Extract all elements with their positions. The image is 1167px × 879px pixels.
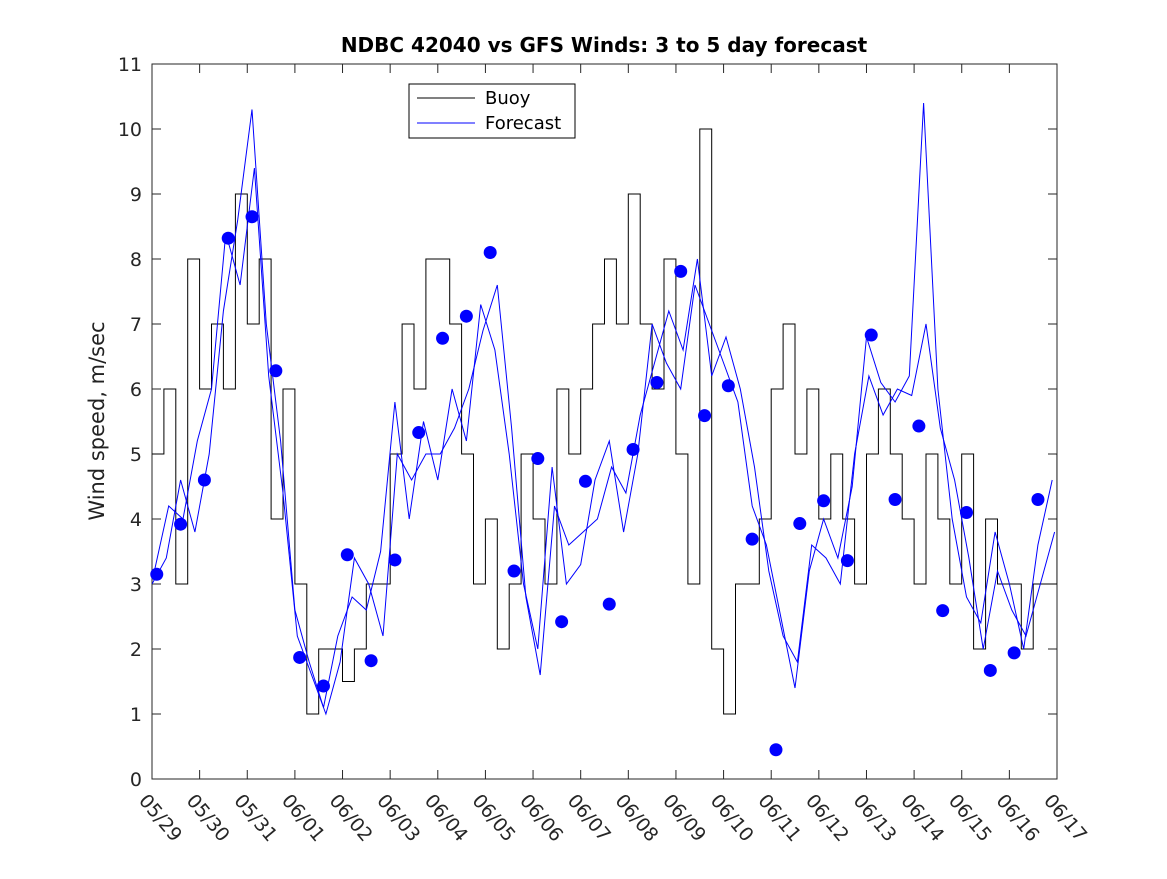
data-point-marker <box>626 442 640 456</box>
y-tick-label: 10 <box>118 119 142 141</box>
data-point-marker <box>316 679 330 693</box>
y-tick-label: 8 <box>130 249 142 271</box>
data-point-marker <box>602 597 616 611</box>
data-point-marker <box>888 493 902 506</box>
data-point-marker <box>650 376 664 389</box>
y-tick-label: 4 <box>130 509 142 531</box>
y-tick-label: 9 <box>130 184 142 206</box>
data-point-marker <box>960 506 973 519</box>
data-point-marker <box>197 473 211 487</box>
data-point-marker <box>698 409 712 423</box>
data-point-marker <box>531 452 545 466</box>
data-point-marker <box>864 328 878 342</box>
legend: Buoy Forecast <box>408 83 576 139</box>
y-tick-label: 1 <box>130 704 142 726</box>
data-point-marker <box>483 246 497 259</box>
data-point-marker <box>245 210 259 224</box>
data-point-marker <box>769 743 783 757</box>
data-point-marker <box>150 567 164 581</box>
y-tick-label: 2 <box>130 639 142 661</box>
data-point-marker <box>936 604 950 618</box>
chart-title: NDBC 42040 vs GFS Winds: 3 to 5 day fore… <box>341 33 868 57</box>
data-point-marker <box>912 419 926 433</box>
y-tick-label: 6 <box>130 379 142 401</box>
data-point-marker <box>293 650 307 664</box>
series-line-buoy <box>152 128 1057 715</box>
legend-box <box>408 83 576 139</box>
y-tick-label: 3 <box>130 574 142 596</box>
series-line-forecast-1 <box>152 102 1053 708</box>
data-point-marker <box>745 532 759 546</box>
data-point-marker <box>578 474 592 488</box>
data-point-marker <box>983 663 997 677</box>
data-point-marker <box>817 494 831 508</box>
data-point-marker <box>507 564 521 578</box>
legend-label-forecast: Forecast <box>485 113 561 134</box>
y-tick-label: 11 <box>118 54 142 76</box>
data-point-marker <box>674 264 688 278</box>
y-tick-label: 0 <box>130 769 142 791</box>
data-point-marker <box>364 654 378 668</box>
y-tick-label: 5 <box>130 444 142 466</box>
data-point-marker <box>459 309 473 323</box>
data-point-marker <box>793 517 807 531</box>
data-point-marker <box>840 554 854 568</box>
data-point-marker <box>555 615 569 629</box>
data-point-marker <box>1031 493 1045 506</box>
legend-label-buoy: Buoy <box>485 88 531 109</box>
data-point-marker <box>388 553 402 567</box>
data-point-marker <box>174 517 188 531</box>
data-point-marker <box>340 548 354 562</box>
data-point-marker <box>269 364 283 378</box>
data-point-marker <box>436 331 450 345</box>
plot-frame <box>151 63 1058 780</box>
data-point-marker <box>221 231 235 245</box>
data-point-marker <box>1007 646 1021 660</box>
data-point-marker <box>721 379 735 393</box>
y-tick-label: 7 <box>130 314 142 336</box>
y-axis-label: Wind speed, m/sec <box>85 321 109 520</box>
data-point-marker <box>412 426 426 440</box>
